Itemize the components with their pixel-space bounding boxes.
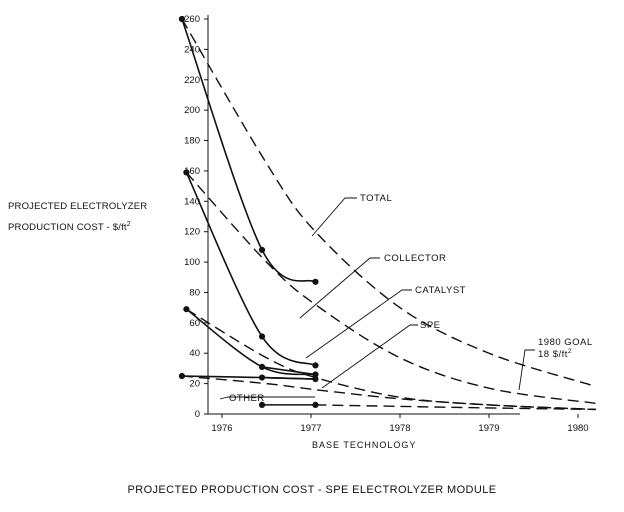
figure-caption: PROJECTED PRODUCTION COST - SPE ELECTROL… bbox=[127, 484, 497, 496]
other-projected-line bbox=[315, 404, 596, 411]
x-tick-label: 1977 bbox=[300, 423, 321, 434]
label-other: OTHER bbox=[229, 393, 265, 404]
y-tick-label: 220 bbox=[184, 75, 200, 86]
collector-leader bbox=[299, 257, 380, 319]
total-point bbox=[178, 15, 186, 23]
y-tick-label: 200 bbox=[184, 105, 200, 116]
collector-point bbox=[258, 333, 266, 340]
y-tick-label: 40 bbox=[189, 348, 200, 359]
spe-leader bbox=[321, 324, 418, 389]
collector-projected-line bbox=[185, 171, 596, 405]
catalyst-point bbox=[312, 371, 319, 378]
y-tick-label: 80 bbox=[189, 287, 200, 298]
y-tick-label: 60 bbox=[189, 318, 200, 329]
spe-projected-line bbox=[181, 375, 596, 411]
x-tick-label: 1978 bbox=[389, 423, 410, 434]
total-actual-line bbox=[181, 18, 316, 283]
y-tick-label: 20 bbox=[189, 379, 200, 390]
other-point bbox=[312, 401, 319, 408]
callouts bbox=[219, 197, 535, 400]
other-point bbox=[258, 401, 266, 408]
x-tick-label: 1980 bbox=[567, 423, 588, 434]
label-catalyst: CATALYST bbox=[415, 285, 466, 296]
other-bracket bbox=[219, 396, 315, 400]
catalyst-actual-line bbox=[185, 308, 316, 376]
y-axis-label-line2: PRODUCTION COST - $/ft2 bbox=[8, 221, 131, 234]
x-axis-label: BASE TECHNOLOGY bbox=[312, 440, 417, 450]
y-tick-label: 120 bbox=[184, 227, 200, 238]
catalyst-point bbox=[183, 306, 190, 313]
total-point bbox=[258, 246, 266, 254]
spe-point bbox=[178, 372, 186, 380]
y-axis-label: PROJECTED ELECTROLYZER PRODUCTION COST -… bbox=[8, 198, 147, 237]
label-goal-line1: 1980 GOAL bbox=[538, 337, 593, 348]
total-leader bbox=[311, 197, 357, 237]
spe-point bbox=[312, 375, 319, 383]
total-point bbox=[312, 278, 319, 285]
y-tick-label: 260 bbox=[184, 14, 200, 25]
collector-point bbox=[183, 169, 190, 176]
y-tick-label: 180 bbox=[184, 136, 200, 147]
goal-leader bbox=[518, 349, 535, 391]
x-tick-label: 1976 bbox=[211, 423, 232, 434]
label-goal-line2: 18 $/ft2 bbox=[538, 348, 572, 360]
y-tick-label: 140 bbox=[184, 196, 200, 207]
connector-line bbox=[262, 376, 316, 380]
y-axis-label-line1: PROJECTED ELECTROLYZER bbox=[8, 201, 148, 212]
collector-point bbox=[312, 362, 319, 369]
label-spe: SPE bbox=[420, 320, 441, 331]
curves bbox=[181, 18, 596, 411]
collector-actual-line bbox=[185, 172, 316, 367]
connector-line bbox=[261, 366, 316, 376]
label-total: TOTAL bbox=[360, 193, 392, 204]
y-tick-label: 160 bbox=[184, 166, 200, 177]
y-tick-label: 100 bbox=[184, 257, 200, 268]
catalyst-point bbox=[258, 363, 266, 371]
data-points bbox=[178, 15, 319, 408]
label-collector: COLLECTOR bbox=[384, 253, 446, 264]
y-tick-label: 0 bbox=[195, 409, 200, 420]
catalyst-leader bbox=[305, 289, 412, 359]
x-tick-label: 1979 bbox=[478, 423, 499, 434]
axes: 0204060801001201401601802002202402601976… bbox=[184, 14, 588, 434]
spe-point bbox=[258, 374, 266, 381]
